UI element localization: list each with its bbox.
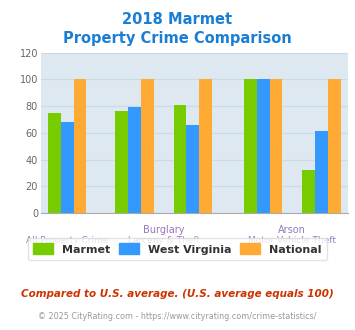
Text: Arson: Arson <box>278 225 306 235</box>
Text: Motor Vehicle Theft: Motor Vehicle Theft <box>248 236 336 245</box>
Bar <box>244 80 257 213</box>
Bar <box>269 80 282 213</box>
Bar <box>315 131 328 213</box>
Text: All Property Crime: All Property Crime <box>26 236 108 245</box>
Text: Burglary: Burglary <box>143 225 184 235</box>
Bar <box>61 122 73 213</box>
Legend: Marmet, West Virginia, National: Marmet, West Virginia, National <box>28 238 327 260</box>
Bar <box>200 80 212 213</box>
Bar <box>141 80 154 213</box>
Bar <box>115 112 128 213</box>
Bar <box>257 80 269 213</box>
Text: © 2025 CityRating.com - https://www.cityrating.com/crime-statistics/: © 2025 CityRating.com - https://www.city… <box>38 312 317 321</box>
Bar <box>174 105 186 213</box>
Bar <box>186 125 200 213</box>
Bar <box>302 170 315 213</box>
Bar <box>328 80 341 213</box>
Text: Larceny & Theft: Larceny & Theft <box>127 236 200 245</box>
Text: Compared to U.S. average. (U.S. average equals 100): Compared to U.S. average. (U.S. average … <box>21 289 334 299</box>
Text: 2018 Marmet: 2018 Marmet <box>122 12 233 26</box>
Bar <box>48 113 61 213</box>
Text: Property Crime Comparison: Property Crime Comparison <box>63 31 292 46</box>
Bar <box>128 108 141 213</box>
Bar <box>73 80 87 213</box>
